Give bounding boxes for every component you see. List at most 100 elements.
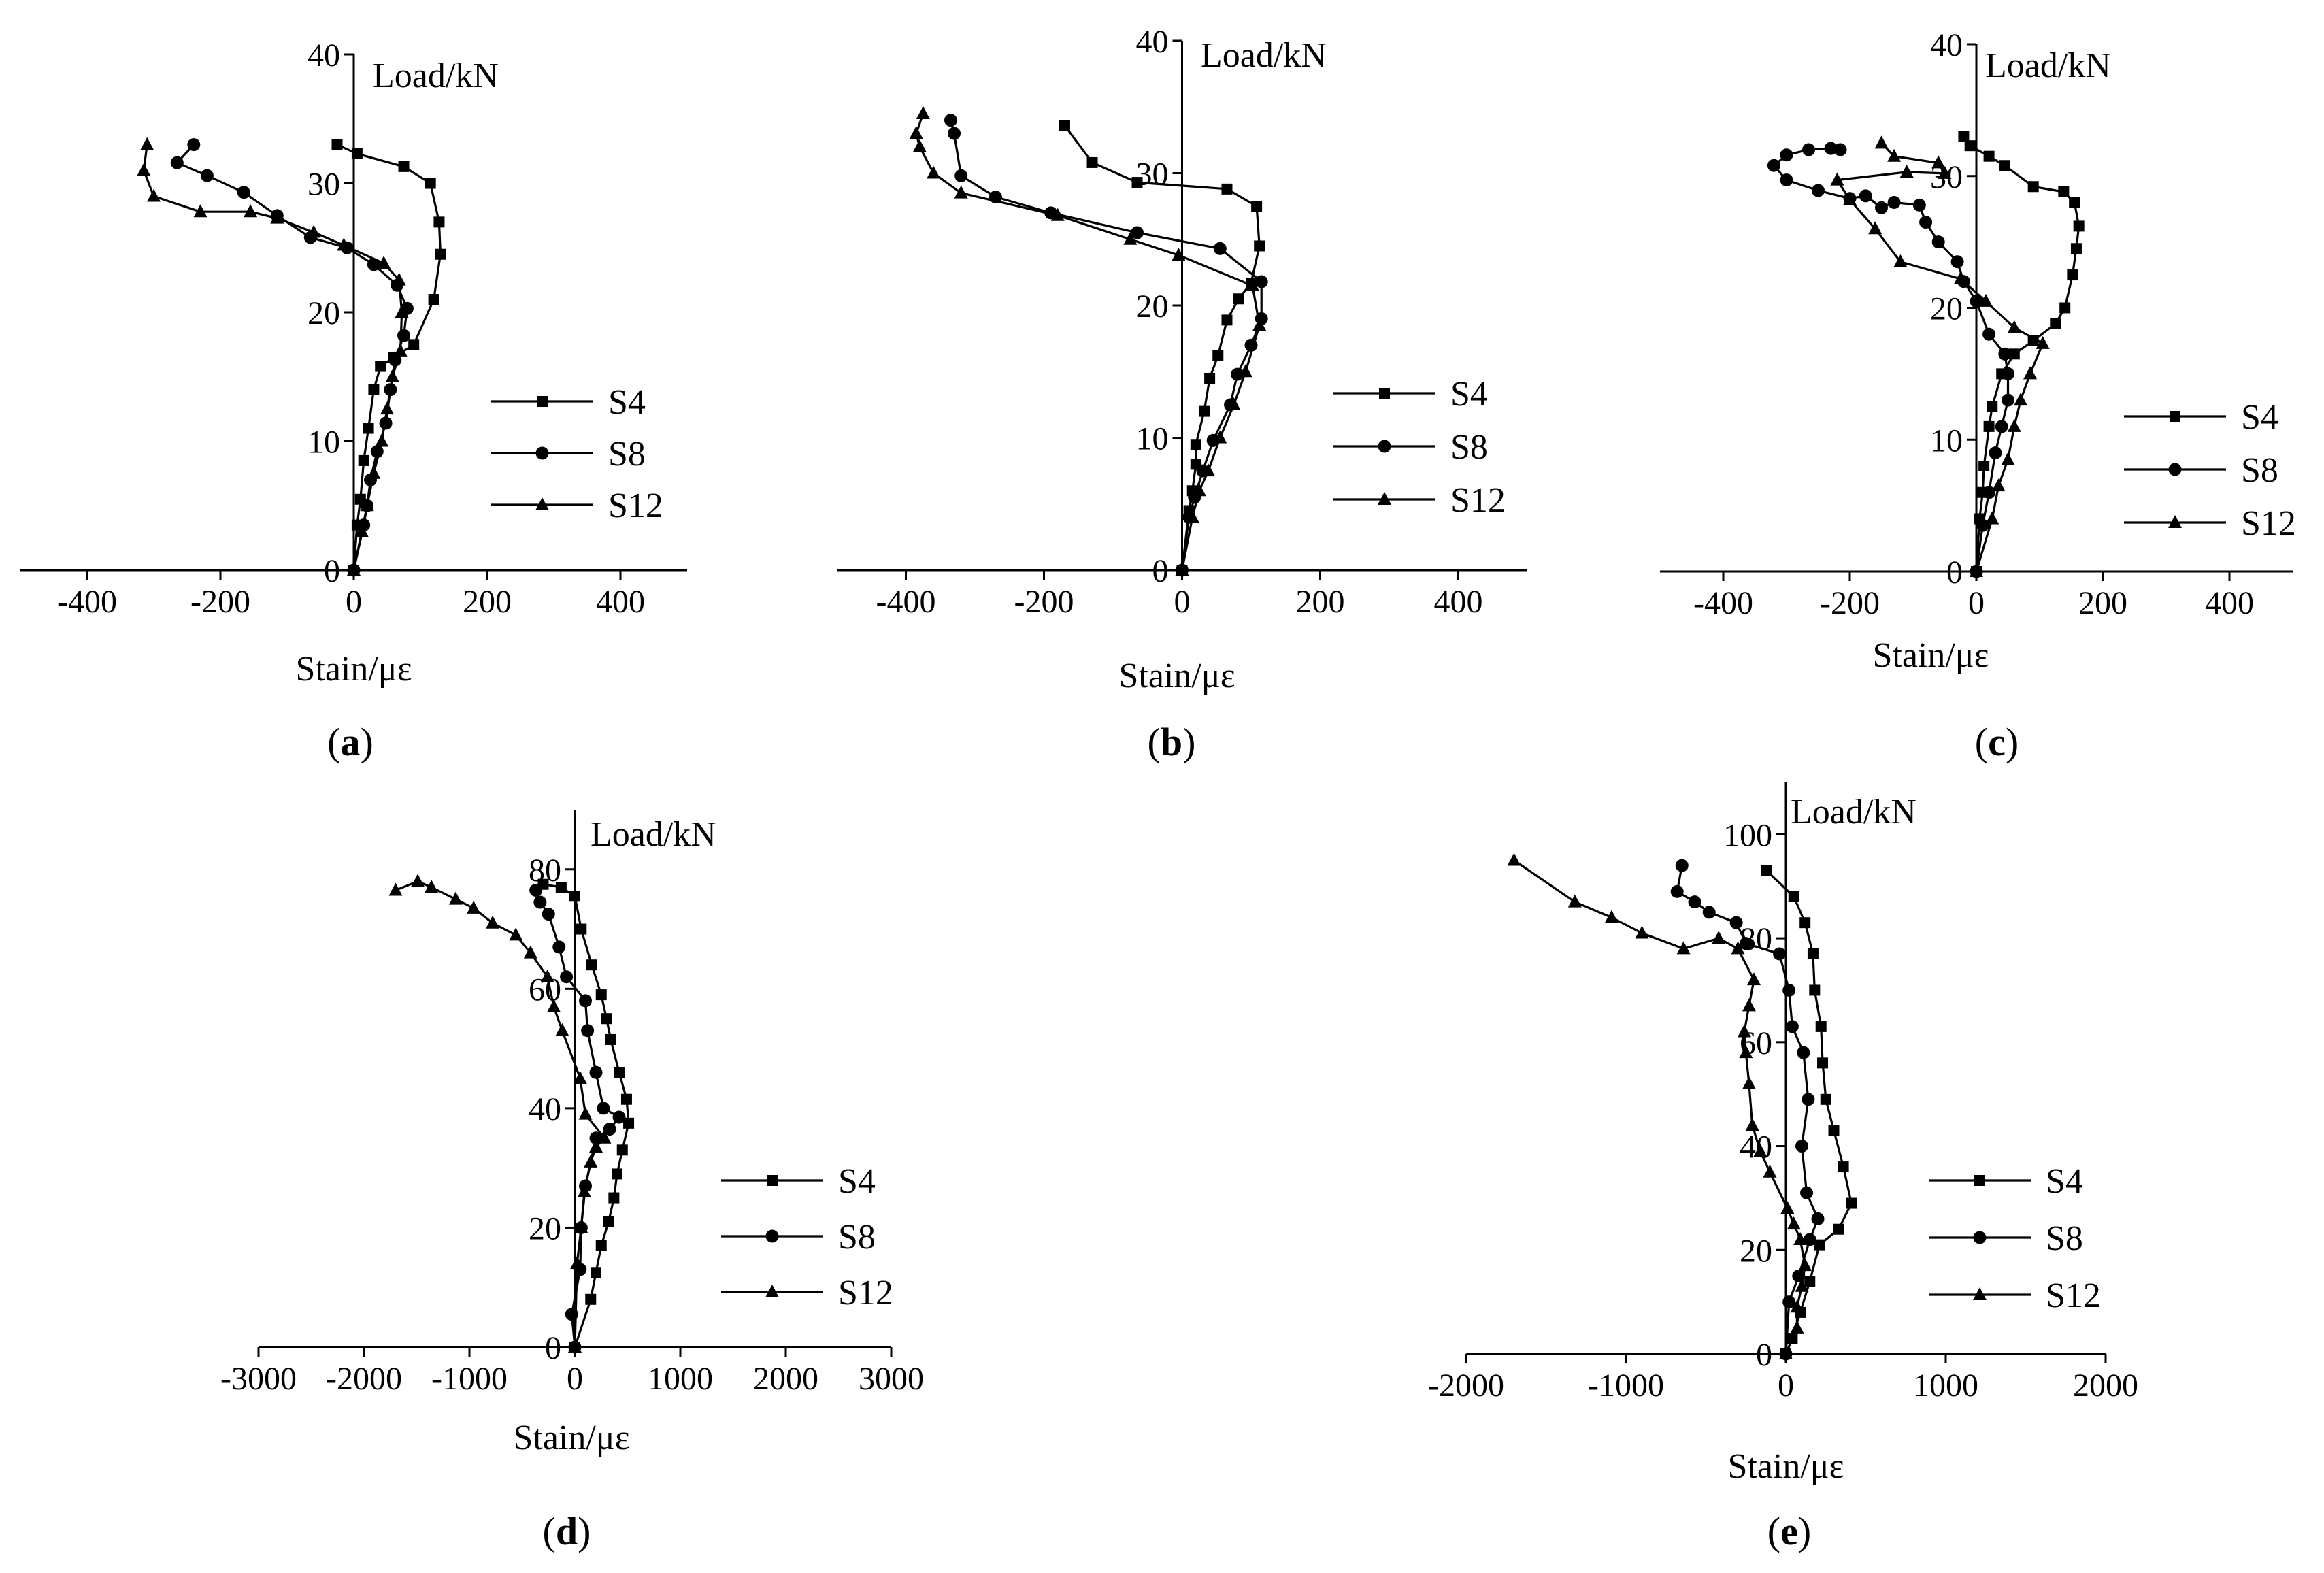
y-tick-label: 20 (1136, 288, 1169, 325)
legend-label: S12 (2046, 1276, 2101, 1315)
legend-label: S4 (2241, 398, 2278, 437)
legend-marker (765, 1229, 779, 1243)
data-point-s12 (393, 343, 408, 357)
data-point-s12 (1893, 254, 1908, 267)
legend-marker (1973, 1231, 1987, 1244)
data-point-s8 (1213, 242, 1227, 255)
x-tick-label: 200 (1296, 584, 1345, 620)
legend: S4 S8 S12 (1929, 1162, 2101, 1315)
data-point-s12 (1246, 278, 1260, 291)
y-axis-title: Load/kN (591, 815, 716, 854)
y-tick-label: 10 (1930, 423, 1963, 459)
legend-label: S8 (608, 435, 646, 474)
series-s12 (909, 105, 1267, 576)
data-point-s8 (1785, 1020, 1799, 1033)
legend-marker (1378, 440, 1391, 453)
data-point-s12 (1779, 1346, 1793, 1359)
data-point-s4 (1212, 350, 1224, 361)
series-s12 (388, 874, 612, 1353)
data-point-s4 (616, 1144, 628, 1156)
data-point-s8 (200, 169, 214, 182)
x-tick-label: 200 (2078, 585, 2127, 621)
data-point-s4 (1987, 401, 1998, 412)
data-point-s12 (1731, 941, 1745, 955)
data-point-s12 (1985, 511, 1999, 525)
y-tick-label: 0 (545, 1330, 561, 1366)
x-tick-label: 2000 (753, 1361, 818, 1397)
data-point-s4 (1809, 984, 1821, 996)
series-s12 (137, 137, 409, 576)
data-point-s4 (2050, 318, 2061, 329)
data-point-s12 (574, 1220, 588, 1233)
data-point-s12 (270, 210, 284, 224)
data-point-s4 (591, 1267, 601, 1278)
data-point-s8 (1795, 1140, 1808, 1153)
data-point-s4 (1828, 1125, 1840, 1136)
data-point-s4 (608, 1192, 620, 1204)
data-point-s4 (363, 423, 374, 434)
y-tick-label: 30 (308, 167, 340, 203)
series-s8 (1670, 859, 1825, 1361)
data-point-s8 (1998, 347, 2012, 361)
chart-panel-c: -400-2000200400010203040Load/kNStain/με(… (1660, 27, 2296, 764)
data-point-s8 (1803, 1233, 1816, 1246)
data-point-s12 (954, 185, 968, 199)
data-point-s12 (1793, 1232, 1808, 1245)
x-tick-label: 3000 (859, 1361, 924, 1397)
data-point-s12 (2007, 320, 2021, 333)
data-point-s8 (1982, 327, 1996, 341)
data-point-s4 (1978, 461, 1990, 471)
data-point-s12 (388, 882, 403, 896)
legend-label: S8 (1450, 428, 1488, 467)
data-point-s12 (347, 563, 361, 576)
data-point-s4 (595, 1240, 607, 1251)
data-point-s12 (448, 891, 463, 905)
data-point-s8 (1773, 947, 1787, 961)
data-point-s12 (360, 498, 374, 512)
data-point-s4 (428, 294, 439, 305)
data-point-s4 (2027, 181, 2039, 193)
data-point-s4 (1983, 150, 1995, 162)
data-point-s4 (1233, 293, 1244, 305)
data-point-s12 (577, 1184, 591, 1197)
data-point-s4 (1820, 1093, 1831, 1105)
data-point-s12 (1753, 1144, 1767, 1157)
data-point-s12 (578, 1106, 593, 1120)
legend: S4 S8 S12 (491, 383, 663, 525)
series-line-s12 (395, 880, 606, 1348)
data-point-s12 (1874, 135, 1889, 149)
x-axis-title: Stain/με (1727, 1447, 1844, 1486)
data-point-s12 (307, 225, 321, 238)
data-point-s8 (1976, 518, 1989, 532)
data-point-s8 (1767, 159, 1780, 172)
data-point-s4 (614, 1067, 625, 1078)
data-point-s12 (1635, 925, 1649, 939)
data-point-s4 (1815, 1021, 1827, 1032)
data-point-s8 (1800, 1186, 1814, 1199)
data-point-s12 (570, 1256, 584, 1270)
data-point-s4 (586, 959, 597, 971)
x-tick-label: -3000 (220, 1361, 297, 1397)
data-point-s8 (2002, 367, 2014, 380)
y-tick-label: 40 (308, 37, 340, 73)
x-tick-label: 400 (1434, 584, 1483, 620)
data-point-s8 (187, 138, 201, 152)
data-point-s4 (2027, 335, 2039, 346)
data-point-s8 (1780, 173, 1793, 187)
data-point-s8 (1919, 216, 1933, 229)
data-point-s4 (1846, 1197, 1857, 1209)
data-point-s12 (367, 465, 381, 479)
legend-label: S4 (608, 383, 646, 422)
data-point-s8 (1739, 937, 1753, 950)
data-point-s12 (1676, 941, 1691, 955)
data-point-s4 (408, 339, 420, 350)
data-point-s4 (2069, 197, 2080, 208)
y-tick-label: 40 (1136, 24, 1169, 60)
x-tick-label: -200 (1014, 584, 1074, 620)
y-tick-label: 20 (1740, 1233, 1772, 1269)
data-point-s12 (1238, 364, 1252, 378)
series-s8 (1767, 142, 2014, 578)
data-point-s12 (1739, 1045, 1753, 1059)
data-point-s12 (1787, 1216, 1801, 1230)
data-point-s8 (1688, 895, 1702, 909)
